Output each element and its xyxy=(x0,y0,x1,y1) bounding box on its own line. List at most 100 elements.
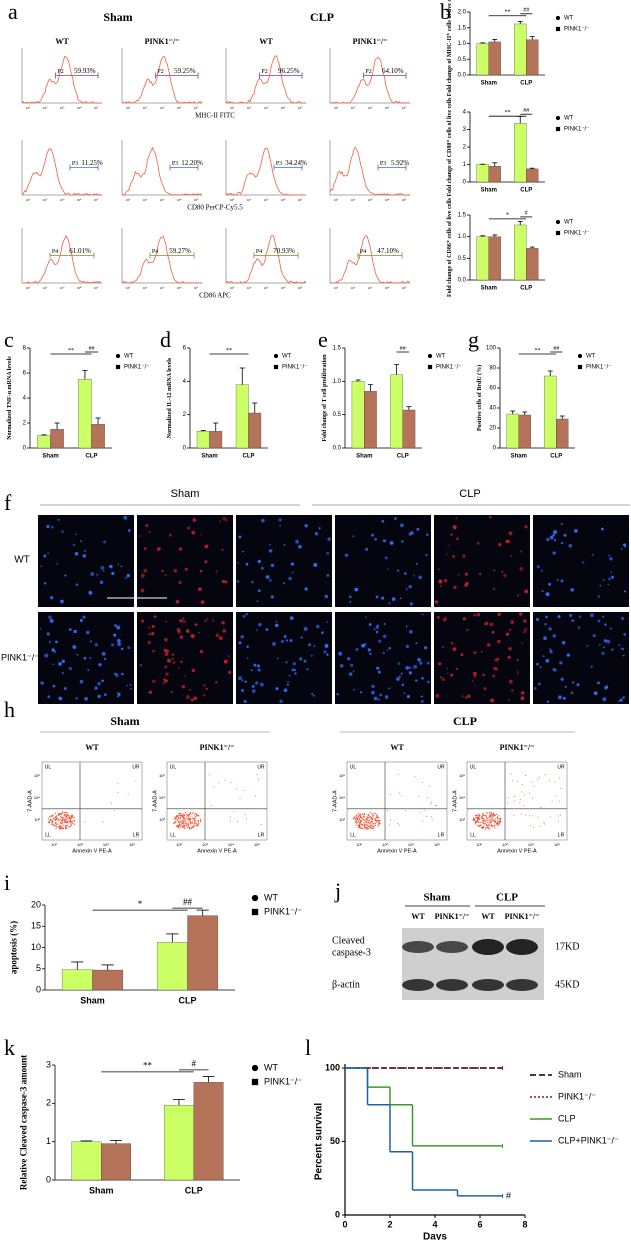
event xyxy=(490,816,492,818)
axis-label: Annexin V PE-A xyxy=(72,848,112,854)
event xyxy=(52,817,55,820)
event xyxy=(375,821,378,823)
cell xyxy=(344,553,349,557)
gate-percent: 34.24% xyxy=(285,159,307,167)
cell xyxy=(257,559,261,564)
event xyxy=(65,814,68,817)
cell xyxy=(434,600,439,604)
y-tick-label: 4 xyxy=(463,110,467,116)
legend-label: WT xyxy=(124,354,134,360)
tick-label: 10² xyxy=(43,286,48,290)
legend-label: Sham xyxy=(558,1069,582,1079)
event xyxy=(358,817,360,819)
cell xyxy=(375,630,379,634)
cell xyxy=(378,670,381,674)
tick-label: 10⁵ xyxy=(298,286,304,290)
cell xyxy=(508,699,510,702)
cell xyxy=(349,595,352,599)
cell xyxy=(426,680,430,684)
event xyxy=(540,806,542,808)
bar xyxy=(92,969,124,991)
cell xyxy=(292,662,296,666)
cell xyxy=(215,633,220,638)
cell xyxy=(496,657,500,661)
event xyxy=(488,819,490,821)
cell xyxy=(244,680,247,683)
gate-percent: 47.10% xyxy=(377,247,399,255)
cell xyxy=(373,628,376,631)
event xyxy=(186,813,188,816)
tick-label: 10³ xyxy=(160,286,165,290)
histogram xyxy=(329,56,411,104)
tick-label: 10⁵ xyxy=(554,842,560,847)
histogram xyxy=(121,55,203,104)
cell xyxy=(447,544,450,547)
x-tick-label: 8 xyxy=(522,1219,527,1229)
cell xyxy=(586,644,589,648)
cell xyxy=(98,663,102,667)
x-tick-label: Sham xyxy=(89,1185,114,1195)
cell xyxy=(179,635,184,639)
tick-label: 10⁵ xyxy=(159,773,165,778)
cell xyxy=(336,693,339,696)
panel-label: j xyxy=(334,878,341,903)
event xyxy=(51,815,53,818)
cell xyxy=(56,562,58,565)
significance-mark: ## xyxy=(183,897,193,907)
cell xyxy=(63,686,67,690)
event xyxy=(117,783,119,785)
cell xyxy=(443,578,448,583)
event xyxy=(51,823,53,825)
cell xyxy=(571,619,575,623)
event xyxy=(365,819,367,821)
cell xyxy=(90,572,95,576)
event xyxy=(483,820,485,822)
event xyxy=(478,817,481,819)
cell xyxy=(199,569,203,573)
cell xyxy=(238,535,242,539)
event xyxy=(355,822,357,824)
event xyxy=(487,824,489,826)
cell xyxy=(260,682,264,687)
cell xyxy=(365,616,367,619)
cell xyxy=(401,683,404,687)
event xyxy=(482,822,484,824)
event xyxy=(58,818,60,820)
event xyxy=(423,809,425,811)
y-tick-label: 60 xyxy=(489,386,496,392)
event xyxy=(372,822,374,824)
tick-label: 10⁵ xyxy=(254,842,260,847)
event xyxy=(65,826,67,828)
cell xyxy=(482,673,485,677)
event xyxy=(176,824,178,827)
tick-label: 10³ xyxy=(459,817,465,822)
y-axis-label: Normalized TNF-α mRNA levels xyxy=(7,356,13,440)
cell xyxy=(199,649,204,654)
bar xyxy=(101,1143,132,1181)
legend-marker xyxy=(555,15,561,21)
event xyxy=(489,819,491,821)
event xyxy=(363,825,366,827)
cell xyxy=(519,566,524,571)
cell xyxy=(185,695,190,700)
cell xyxy=(164,637,168,642)
cell xyxy=(191,668,195,673)
genotype-label: WT xyxy=(411,912,425,921)
cell xyxy=(49,618,54,623)
cell xyxy=(603,639,607,643)
genotype-label: PINK1⁻/⁻ xyxy=(200,743,235,752)
event xyxy=(357,824,360,827)
event xyxy=(357,813,359,815)
cell xyxy=(442,618,447,622)
cell xyxy=(539,666,542,668)
cell xyxy=(568,613,573,618)
cell xyxy=(99,580,104,585)
cell xyxy=(509,628,512,631)
cell xyxy=(537,682,541,686)
cell xyxy=(379,693,383,697)
event xyxy=(490,821,492,823)
event xyxy=(191,812,193,814)
cell xyxy=(582,561,585,564)
event xyxy=(355,817,357,819)
cell xyxy=(609,627,612,630)
